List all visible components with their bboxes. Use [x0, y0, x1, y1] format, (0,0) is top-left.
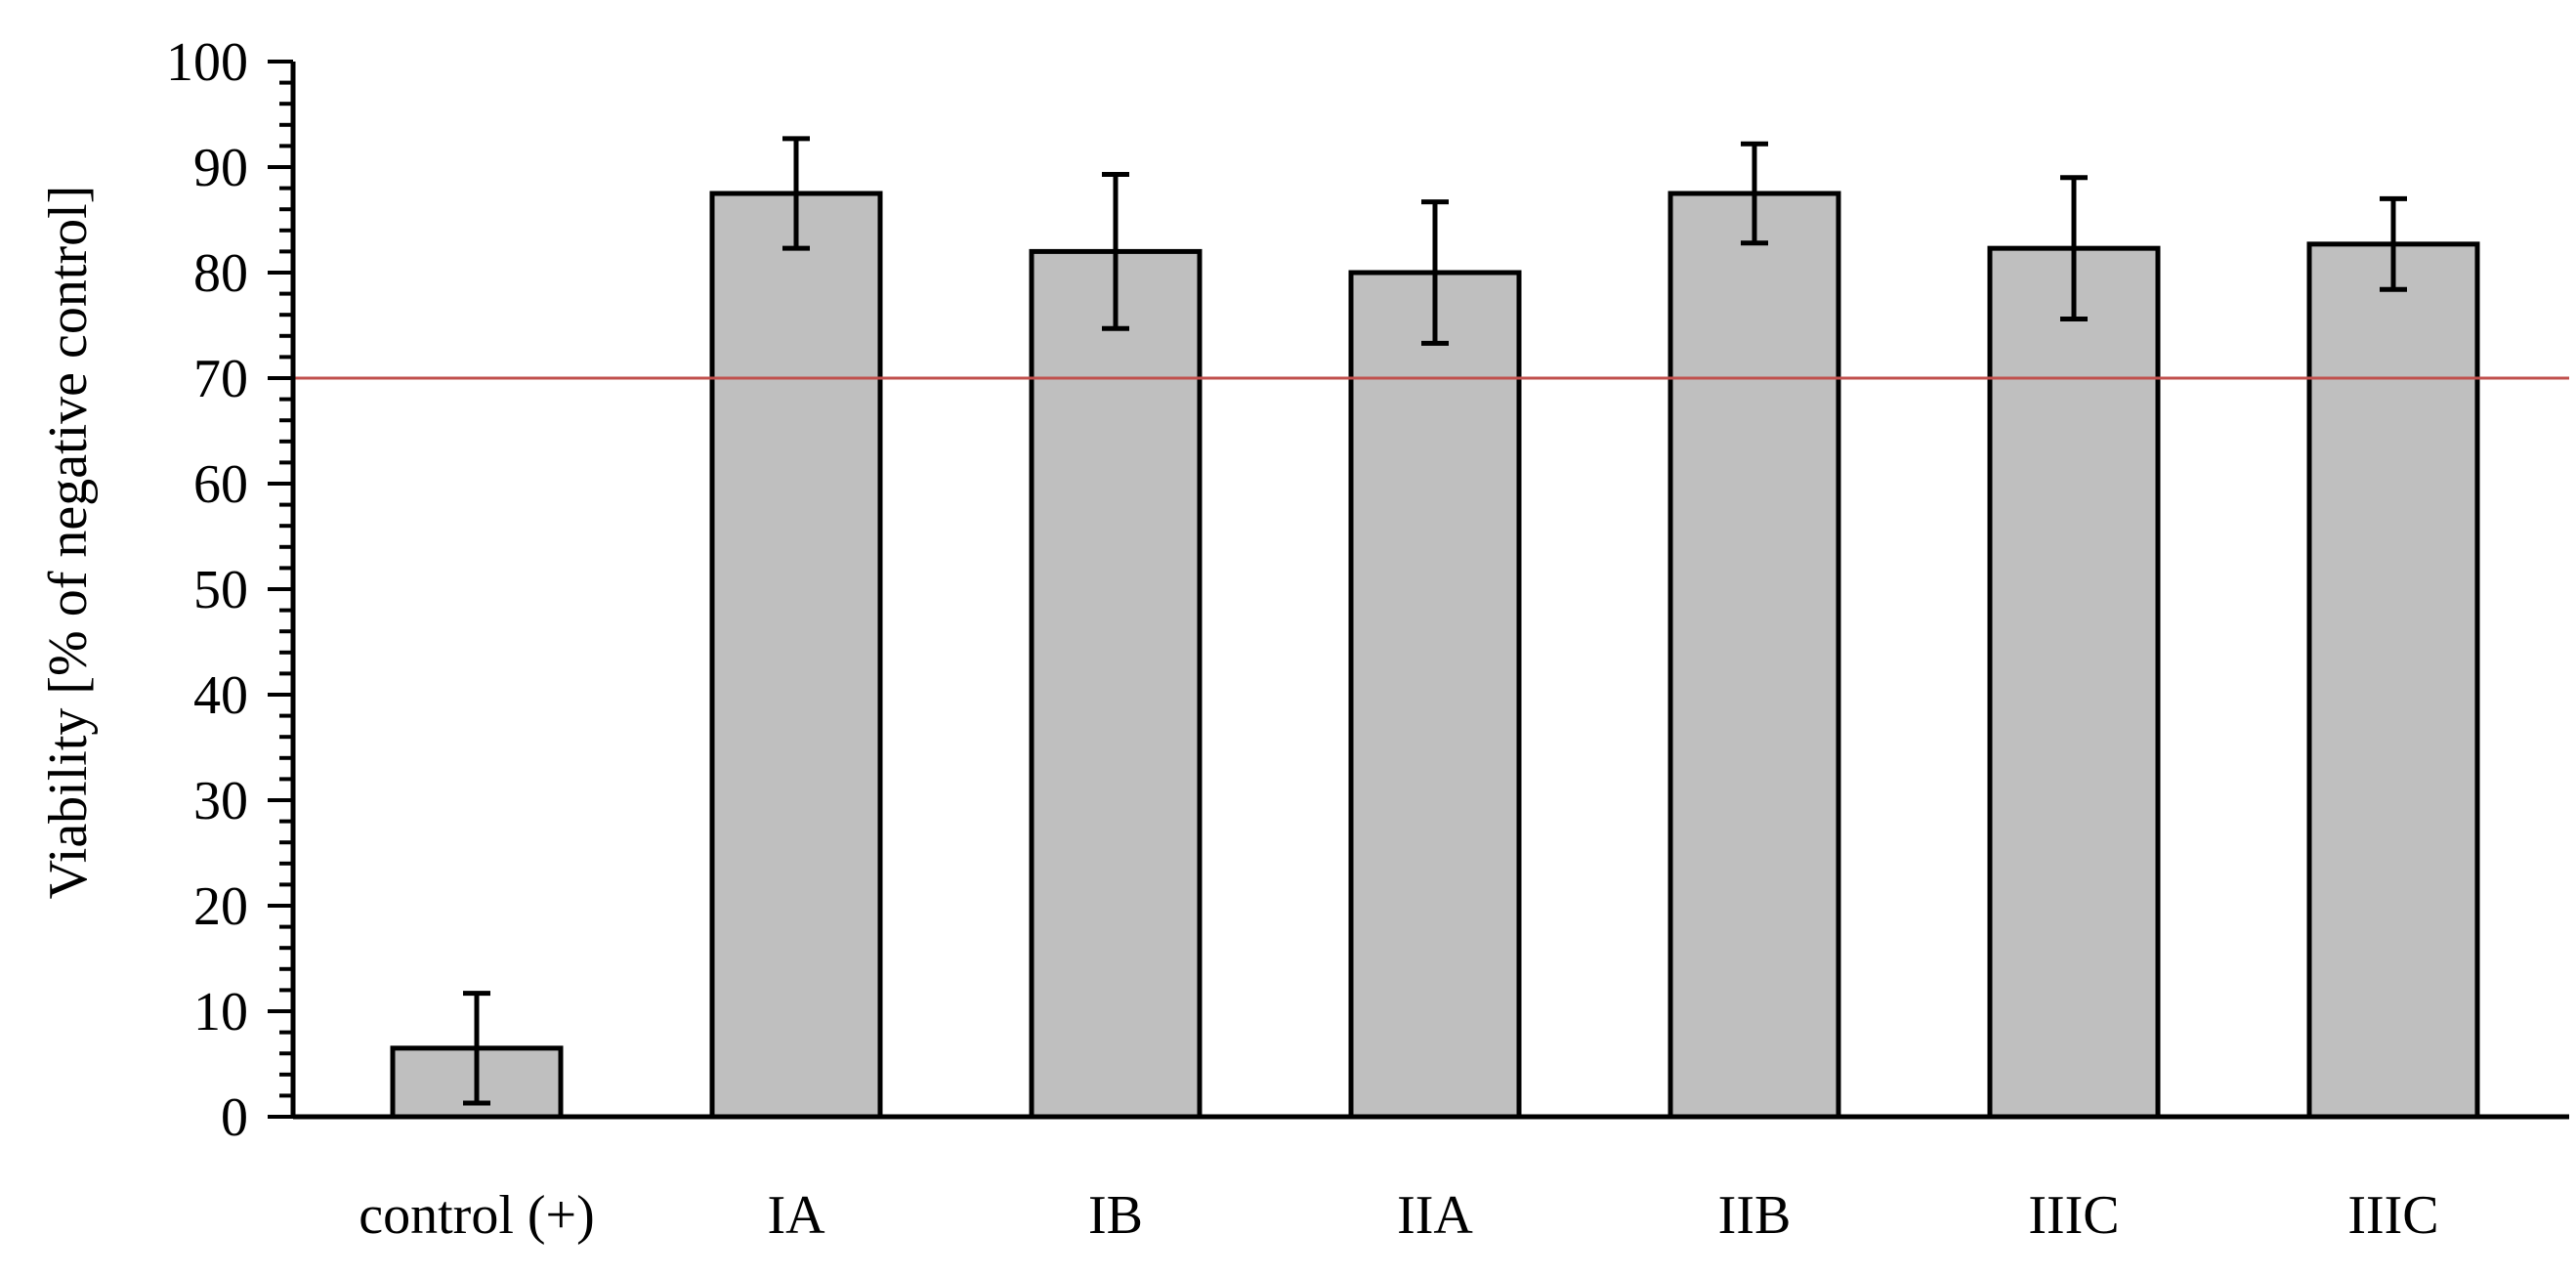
error-bar-6: [2060, 175, 2088, 322]
y-tick-label: 30: [193, 771, 248, 831]
y-tick-label: 50: [193, 560, 248, 620]
bar-7: [2306, 241, 2480, 1120]
error-bar-4: [1421, 199, 1449, 346]
x-tick-label: IIIC: [2347, 1185, 2438, 1246]
labels-layer: 0 10 20 30 40 50 60 70 80 90 100 control (+) IA IB IIA…: [166, 32, 2439, 1246]
y-tick-label: 20: [193, 876, 248, 937]
y-tick-label: 10: [193, 982, 248, 1042]
error-bar-5: [1741, 141, 1768, 246]
y-tick-label: 80: [193, 243, 248, 304]
x-tick-label: IIA: [1397, 1185, 1473, 1246]
y-tick-label: 40: [193, 665, 248, 726]
y-tick-label: 100: [166, 32, 248, 93]
error-bar-1: [463, 991, 490, 1106]
x-tick-label: IIIC: [2028, 1185, 2119, 1246]
y-tick-label: 90: [193, 138, 248, 198]
bar-2: [709, 191, 883, 1120]
error-bar-3: [1102, 172, 1129, 331]
y-tick-label: 60: [193, 454, 248, 515]
bar-5: [1668, 191, 1841, 1120]
y-tick-label: 0: [221, 1087, 248, 1148]
x-tick-label: IA: [767, 1185, 825, 1246]
bar-6: [1987, 245, 2161, 1120]
axes-layer: [268, 60, 2569, 1120]
error-bars-layer: [463, 136, 2407, 1106]
error-bar-7: [2380, 195, 2407, 292]
x-tick-label: control (+): [359, 1185, 595, 1246]
x-tick-label: IB: [1088, 1185, 1143, 1246]
bars-layer: [390, 191, 2480, 1120]
error-bar-2: [782, 136, 810, 251]
bar-4: [1348, 270, 1522, 1120]
y-tick-label: 70: [193, 349, 248, 409]
x-tick-label: IIB: [1718, 1185, 1792, 1246]
y-axis-title: Viability [% of negative control]: [38, 186, 99, 900]
bar-3: [1029, 248, 1203, 1120]
